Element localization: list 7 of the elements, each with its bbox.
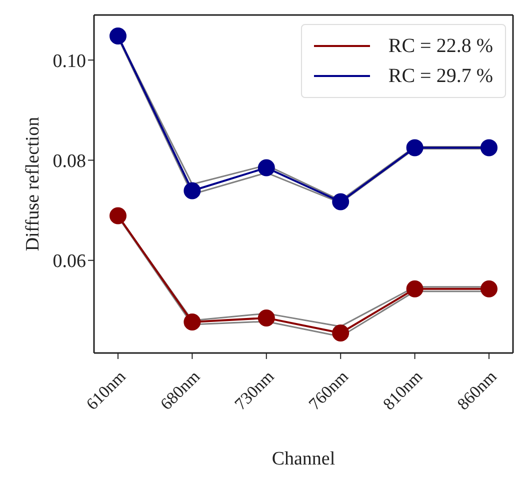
x-axis-title: Channel <box>272 448 336 470</box>
y-tick-label: 0.10 <box>52 50 86 72</box>
y-tick-label: 0.06 <box>52 251 86 272</box>
legend-label: RC = 29.7 % <box>388 64 493 88</box>
y-axis-title: Diffuse reflection <box>22 116 44 252</box>
y-tick-label: 0.08 <box>52 150 86 172</box>
legend-label: RC = 22.8 % <box>388 34 493 58</box>
